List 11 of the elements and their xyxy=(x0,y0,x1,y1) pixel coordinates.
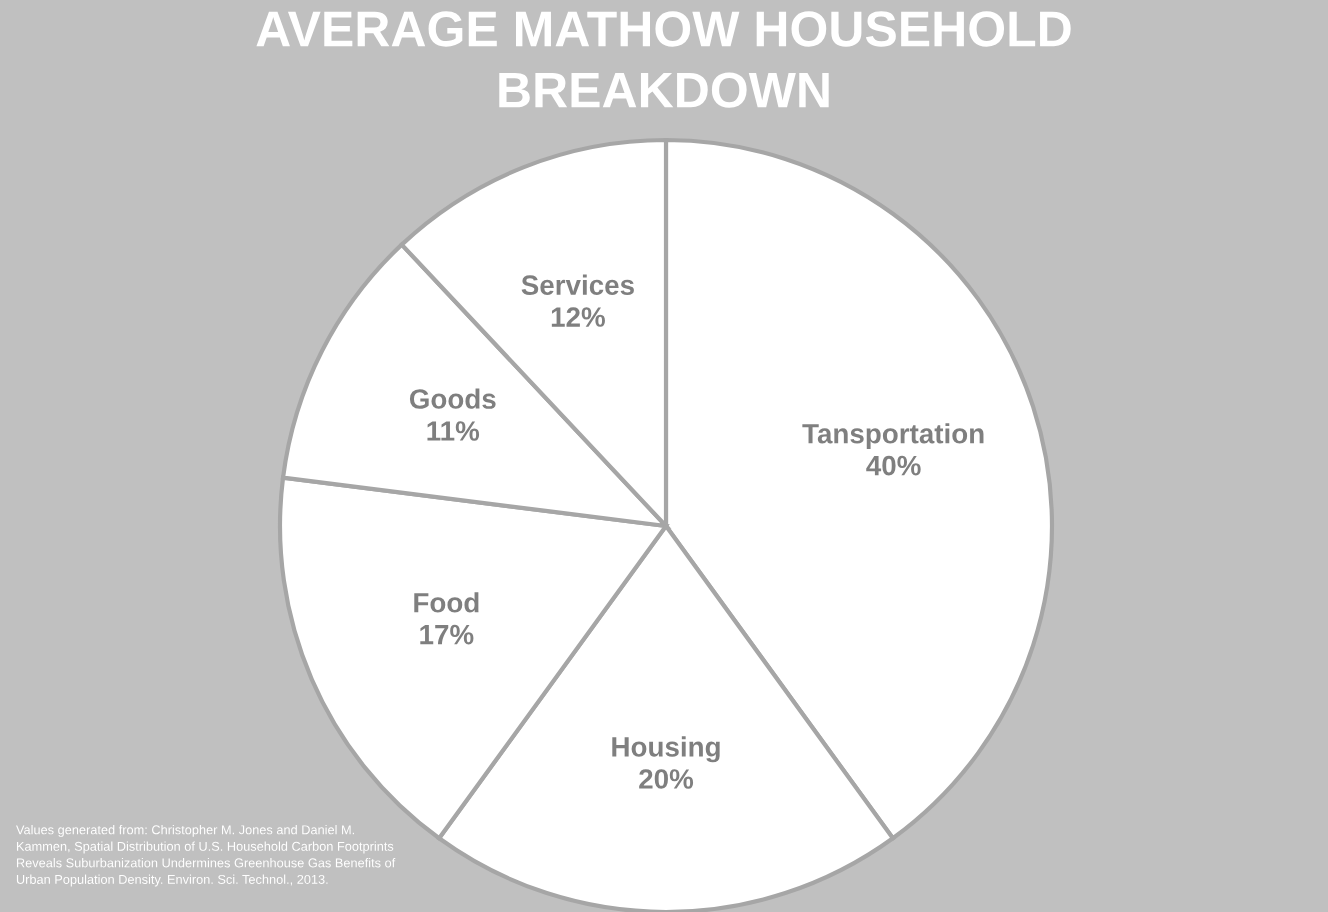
data-label: 11% xyxy=(427,421,480,441)
slice-label: Food xyxy=(414,592,479,613)
slice-label: Goods xyxy=(409,388,496,409)
data-label: 17% xyxy=(420,624,474,645)
slice-label: Tansportation xyxy=(802,423,984,450)
slice-label: Services xyxy=(521,274,634,295)
chart-title: AVERAGE MATHOW HOUSEHOLD BREAKDOWN xyxy=(256,11,1071,108)
data-label: 12% xyxy=(551,307,605,327)
data-label: 40% xyxy=(866,455,921,476)
slice-label: Housing xyxy=(612,736,720,763)
data-label: 20% xyxy=(639,769,694,789)
